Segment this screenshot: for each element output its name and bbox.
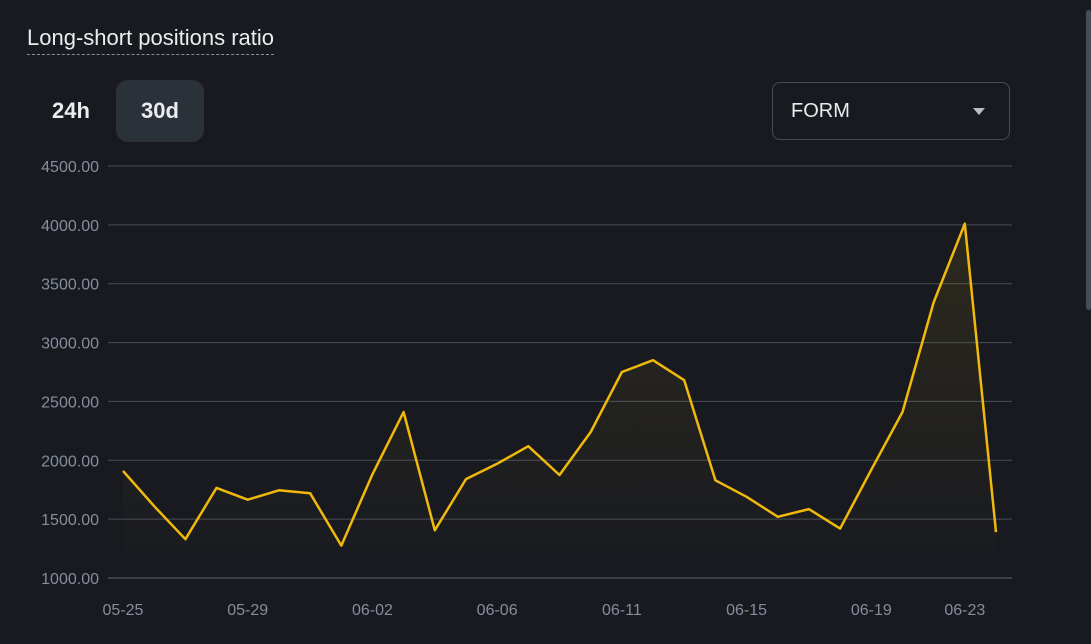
y-tick-label: 2500.00 bbox=[41, 394, 99, 411]
symbol-select[interactable]: FORM bbox=[772, 82, 1010, 140]
chart-title: Long-short positions ratio bbox=[27, 25, 275, 55]
tab-24h[interactable]: 24h bbox=[52, 98, 90, 123]
y-tick-label: 1500.00 bbox=[41, 512, 99, 529]
caret-down-icon bbox=[973, 108, 985, 115]
line-chart: 1000.00 1500.00 2000.00 2500.00 3000.00 3500.… bbox=[41, 159, 1012, 619]
y-tick-label: 3000.00 bbox=[41, 336, 99, 353]
x-tick-label: 06-19 bbox=[851, 602, 892, 619]
x-tick-label: 06-02 bbox=[352, 602, 393, 619]
symbol-select-value: FORM bbox=[791, 100, 850, 122]
x-axis-ticks: 05-25 05-29 06-02 06-06 06-11 06-15 06-19 06-23 bbox=[103, 602, 986, 619]
x-tick-label: 05-29 bbox=[227, 602, 268, 619]
x-tick-label: 06-06 bbox=[477, 602, 518, 619]
x-tick-label: 05-25 bbox=[103, 602, 144, 619]
scrollbar[interactable] bbox=[1086, 10, 1091, 310]
x-tick-label: 06-23 bbox=[944, 602, 985, 619]
series-area bbox=[123, 223, 996, 578]
y-tick-label: 2000.00 bbox=[41, 453, 99, 470]
tab-30d[interactable]: 30d bbox=[116, 80, 204, 142]
x-tick-label: 06-11 bbox=[602, 602, 642, 619]
series-line bbox=[122, 222, 998, 547]
y-tick-label: 4500.00 bbox=[41, 159, 99, 176]
y-tick-label: 3500.00 bbox=[41, 277, 99, 294]
y-axis-ticks: 1000.00 1500.00 2000.00 2500.00 3000.00 3500.… bbox=[41, 159, 99, 588]
y-tick-label: 4000.00 bbox=[41, 218, 99, 235]
x-tick-label: 06-15 bbox=[726, 602, 767, 619]
y-tick-label: 1000.00 bbox=[41, 571, 99, 588]
